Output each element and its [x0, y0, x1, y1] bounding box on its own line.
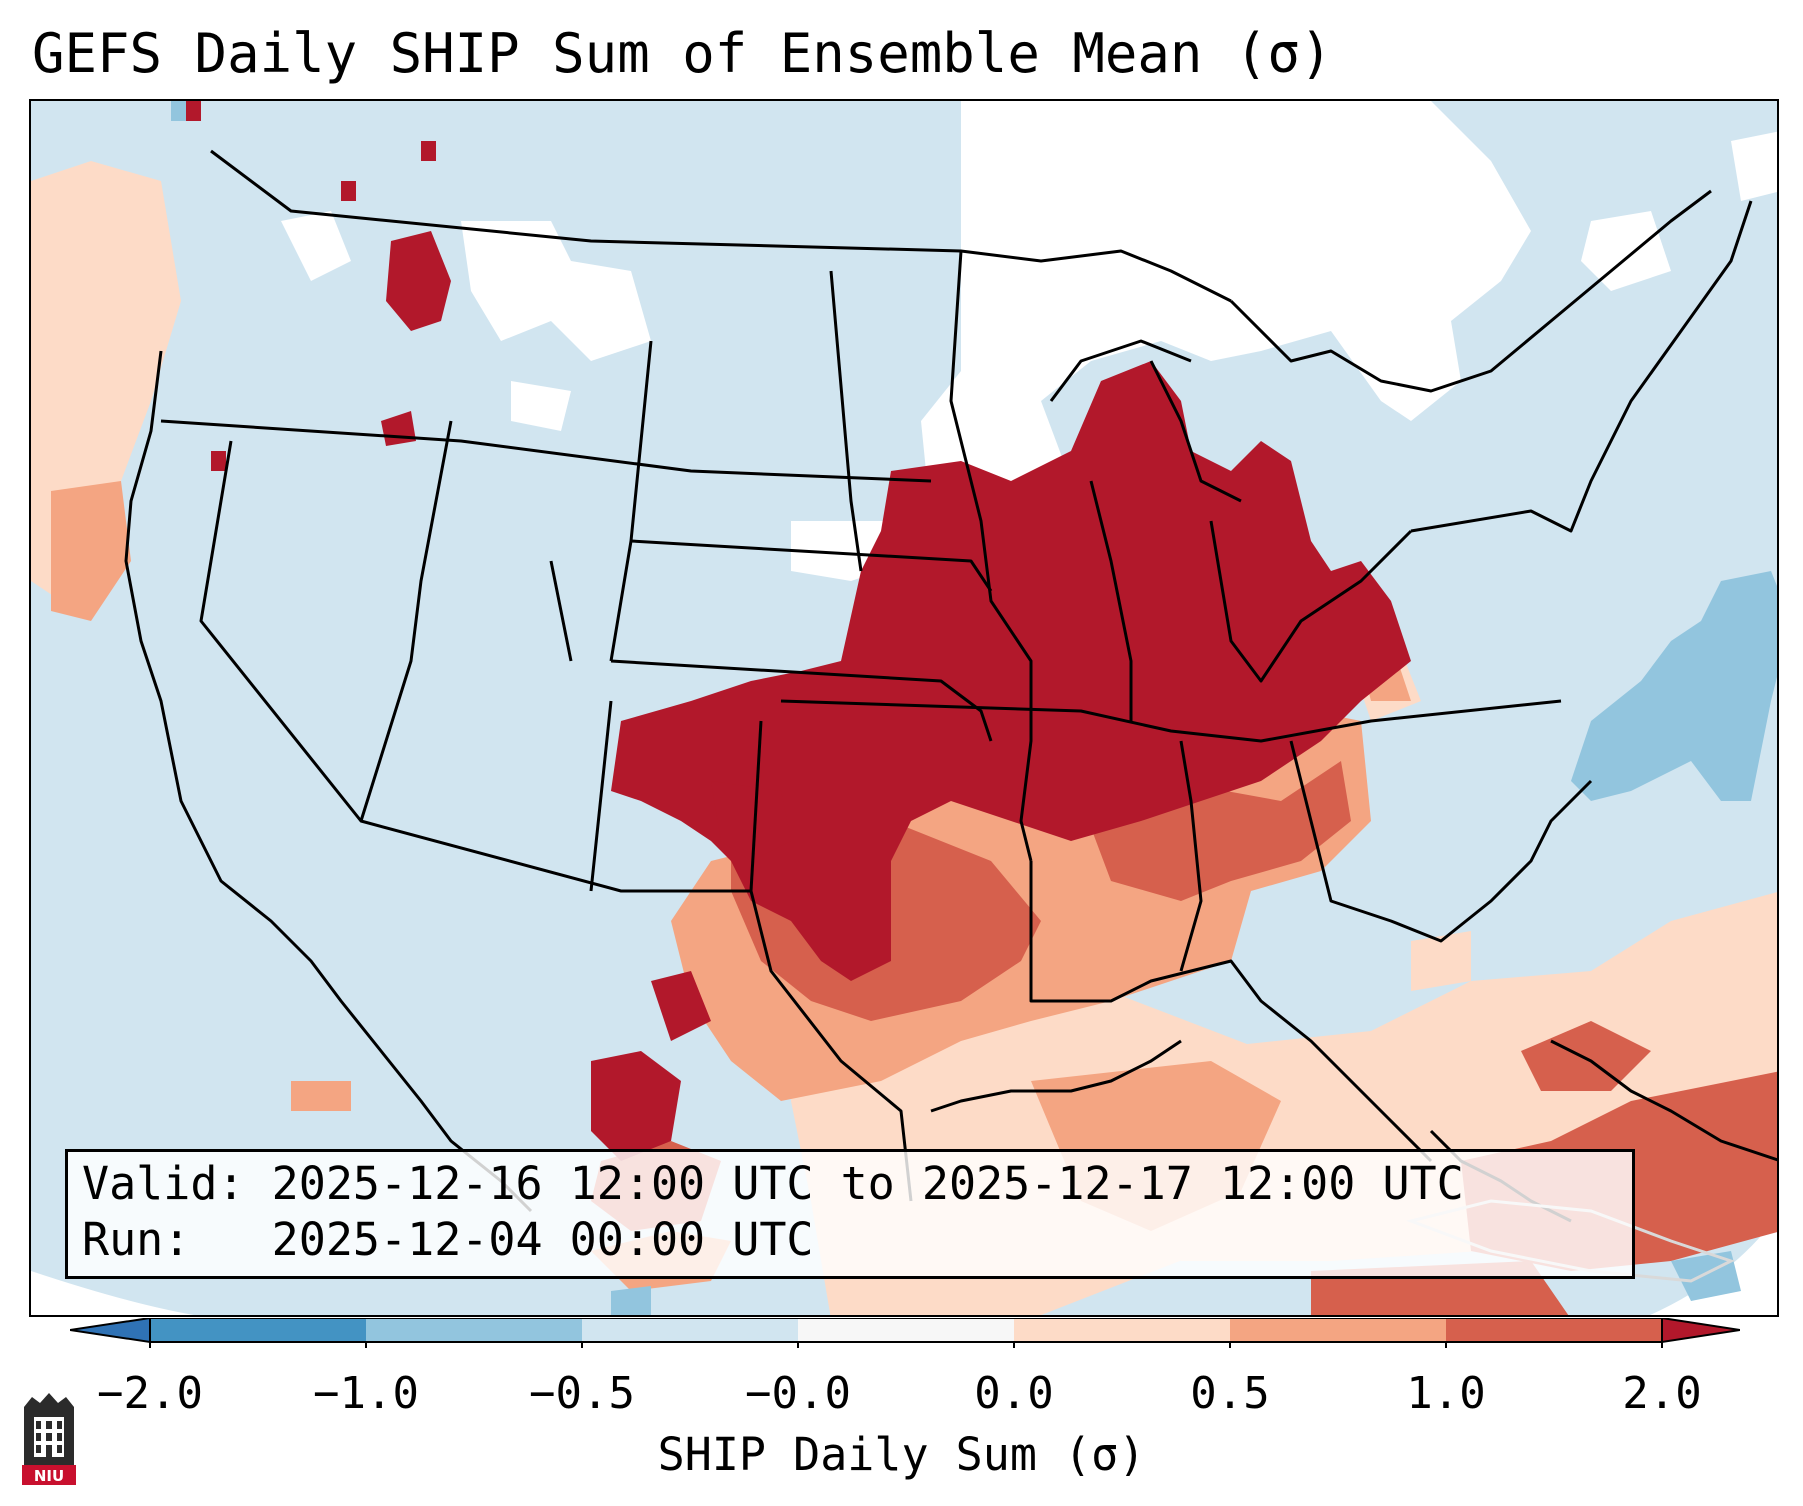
- niu-logo: NIU: [18, 1393, 80, 1485]
- valid-label: Valid:: [82, 1157, 245, 1210]
- colorbar-tick-label: −0.0: [745, 1368, 851, 1419]
- valid-row: Valid: 2025-12-16 12:00 UTC to 2025-12-1…: [82, 1156, 1618, 1212]
- projection-edge-right: [1650, 1216, 1777, 1315]
- map-title: GEFS Daily SHIP Sum of Ensemble Mean (σ): [32, 22, 1333, 85]
- colorbar-extend-high: [1661, 1316, 1741, 1344]
- colorbar-tick-label: −2.0: [97, 1368, 203, 1419]
- map-panel: [29, 99, 1779, 1317]
- valid-run-info-box: Valid: 2025-12-16 12:00 UTC to 2025-12-1…: [65, 1149, 1635, 1279]
- niu-logo-text: NIU: [34, 1467, 64, 1485]
- colorbar-tick-label: 0.5: [1190, 1368, 1270, 1419]
- run-row: Run: 2025-12-04 00:00 UTC: [82, 1212, 1618, 1268]
- run-label: Run:: [82, 1213, 191, 1266]
- colorbar-tick-label: 2.0: [1622, 1368, 1702, 1419]
- colorbar-bin-2: [366, 1318, 582, 1342]
- colorbar-bin-3: [582, 1318, 798, 1342]
- colorbar-tick-label: −0.5: [529, 1368, 635, 1419]
- colorbar-bin-7: [1446, 1318, 1662, 1342]
- colorbar-tick-label: 1.0: [1406, 1368, 1486, 1419]
- projection-edge: [31, 1271, 194, 1315]
- colorbar-bin-4: [798, 1318, 1014, 1342]
- colorbar-bin-5: [1014, 1318, 1230, 1342]
- colorbar-bin-6: [1230, 1318, 1446, 1342]
- colorbar-tick-label: −1.0: [313, 1368, 419, 1419]
- colorbar-tick-label: 0.0: [974, 1368, 1054, 1419]
- colorbar: [69, 1316, 1741, 1352]
- valid-value: 2025-12-16 12:00 UTC to 2025-12-17 12:00…: [271, 1157, 1464, 1210]
- white-zone-north: [281, 101, 1777, 581]
- colorbar-axis-label: SHIP Daily Sum (σ): [657, 1428, 1146, 1481]
- dark-red-zones: [181, 101, 1411, 1161]
- colorbar-bin-1: [150, 1318, 366, 1342]
- colorbar-extend-low: [69, 1316, 151, 1344]
- colorbar-outline: [149, 1317, 1663, 1343]
- run-value: 2025-12-04 00:00 UTC: [271, 1213, 814, 1266]
